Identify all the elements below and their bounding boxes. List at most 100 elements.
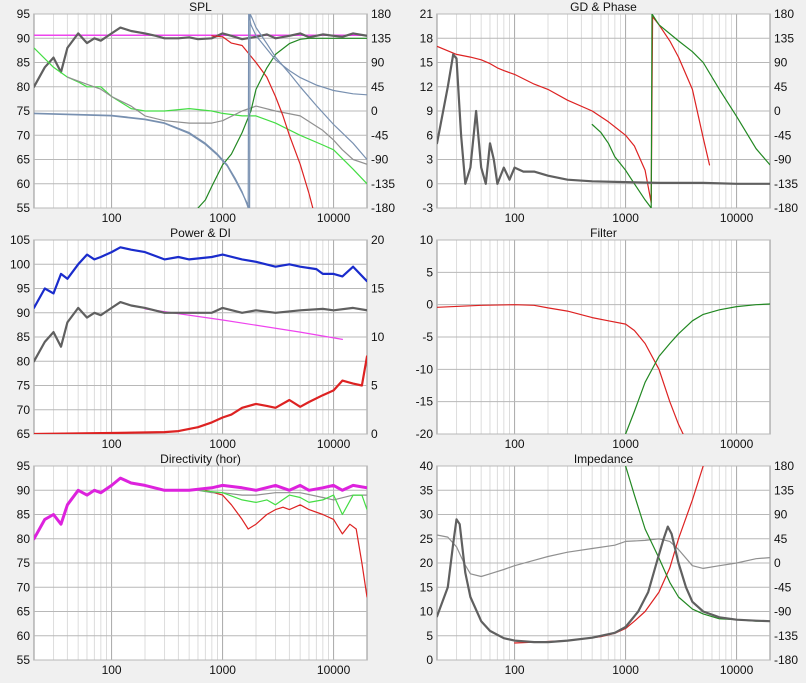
spl-series-group	[34, 14, 367, 208]
right-tick-label: 20	[371, 233, 385, 247]
left-tick-label: 95	[17, 459, 31, 473]
left-tick-label: 60	[17, 177, 31, 191]
left-tick-label: 90	[17, 483, 31, 497]
series-line	[34, 355, 367, 434]
left-tick-label: -15	[416, 395, 434, 409]
left-tick-label: 25	[420, 532, 434, 546]
left-tick-label: 80	[17, 354, 31, 368]
left-tick-label: 105	[10, 233, 30, 247]
left-tick-label: 40	[420, 459, 434, 473]
right-tick-label: -180	[774, 653, 798, 667]
series-line	[34, 14, 367, 208]
power-grid	[34, 239, 367, 435]
left-tick-label: 85	[17, 330, 31, 344]
filter-series-group	[437, 303, 770, 434]
filter-panel: Filter 10 5 0 -5 -10 -15 -20 100 1000 10000	[416, 226, 771, 451]
series-line	[34, 47, 367, 185]
right-tick-label: -135	[774, 177, 798, 191]
left-tick-label: 80	[17, 80, 31, 94]
left-tick-label: 0	[426, 298, 433, 312]
left-tick-label: 0	[426, 653, 433, 667]
right-tick-label: 90	[774, 56, 788, 70]
right-tick-label: 135	[774, 31, 794, 45]
series-line	[591, 14, 770, 208]
series-line	[34, 14, 367, 208]
directivity-panel: Directivity (hor) 95 90 85 80 75 70 65 60 55 100 10…	[17, 452, 368, 677]
x-tick-label: 1000	[612, 663, 639, 677]
right-tick-label: 5	[371, 379, 378, 393]
x-tick-label: 10000	[720, 437, 754, 451]
x-tick-label: 10000	[317, 663, 351, 677]
right-tick-label: 45	[774, 532, 788, 546]
left-tick-label: 55	[17, 653, 31, 667]
power-series-group	[34, 246, 367, 434]
right-tick-label: -45	[371, 128, 389, 142]
left-tick-label: 5	[426, 265, 433, 279]
left-tick-label: 18	[420, 31, 434, 45]
right-tick-label: -180	[774, 201, 798, 215]
left-tick-label: 0	[426, 177, 433, 191]
left-tick-label: 9	[426, 104, 433, 118]
left-tick-label: 65	[17, 427, 31, 441]
left-tick-label: 6	[426, 128, 433, 142]
right-tick-label: 180	[371, 7, 391, 21]
x-tick-label: 1000	[612, 211, 639, 225]
right-tick-label: -180	[371, 201, 395, 215]
right-tick-label: -135	[774, 629, 798, 643]
right-tick-label: 90	[774, 508, 788, 522]
spl-panel: SPL 95 90 85 80 75 70 65 60 55 180 135 90 45 0 -45 -90 -1…	[17, 0, 396, 225]
right-tick-label: 180	[774, 7, 794, 21]
left-tick-label: -5	[422, 330, 433, 344]
impedance-panel: Impedance 40 35 30 25 20 15 10 5 0 180 135 90 45 0 -45 -…	[420, 452, 799, 677]
right-tick-label: 15	[371, 282, 385, 296]
left-tick-label: 10	[420, 605, 434, 619]
x-tick-label: 1000	[209, 663, 236, 677]
left-tick-label: 80	[17, 532, 31, 546]
left-tick-label: 21	[420, 7, 434, 21]
left-tick-label: 90	[17, 31, 31, 45]
right-tick-label: 135	[371, 31, 391, 45]
left-tick-label: 10	[420, 233, 434, 247]
directivity-grid	[34, 465, 367, 661]
right-tick-label: 0	[774, 556, 781, 570]
left-tick-label: 15	[420, 56, 434, 70]
left-tick-label: 35	[420, 483, 434, 497]
spl-title: SPL	[189, 0, 212, 14]
left-tick-label: 60	[17, 629, 31, 643]
right-tick-label: 135	[774, 483, 794, 497]
filter-grid	[437, 239, 770, 435]
left-tick-label: 5	[426, 629, 433, 643]
series-line	[204, 489, 367, 598]
right-tick-label: -45	[774, 580, 792, 594]
series-line	[34, 26, 367, 88]
series-line	[197, 37, 367, 208]
series-line	[34, 301, 367, 363]
right-tick-label: 10	[371, 330, 385, 344]
filter-title: Filter	[590, 226, 617, 240]
x-tick-label: 100	[505, 211, 525, 225]
right-tick-label: 0	[371, 104, 378, 118]
impedance-grid	[437, 465, 770, 661]
series-line	[144, 308, 343, 340]
impedance-series-group	[437, 466, 770, 644]
x-tick-label: 100	[102, 437, 122, 451]
power-panel: Power & DI105100959085807570652015105010…	[10, 226, 385, 451]
x-tick-label: 100	[505, 663, 525, 677]
x-tick-label: 100	[505, 437, 525, 451]
right-tick-label: 0	[371, 427, 378, 441]
right-tick-label: 45	[774, 80, 788, 94]
left-tick-label: 65	[17, 605, 31, 619]
left-tick-label: 70	[17, 128, 31, 142]
x-tick-label: 10000	[317, 437, 351, 451]
left-tick-label: 90	[17, 306, 31, 320]
x-tick-label: 1000	[209, 211, 236, 225]
right-tick-label: -45	[774, 128, 792, 142]
impedance-title: Impedance	[574, 452, 634, 466]
left-tick-label: 3	[426, 153, 433, 167]
power-title: Power & DI	[170, 226, 231, 240]
x-tick-label: 100	[102, 663, 122, 677]
right-tick-label: -135	[371, 177, 395, 191]
right-tick-label: -90	[774, 153, 792, 167]
series-line	[624, 303, 770, 434]
